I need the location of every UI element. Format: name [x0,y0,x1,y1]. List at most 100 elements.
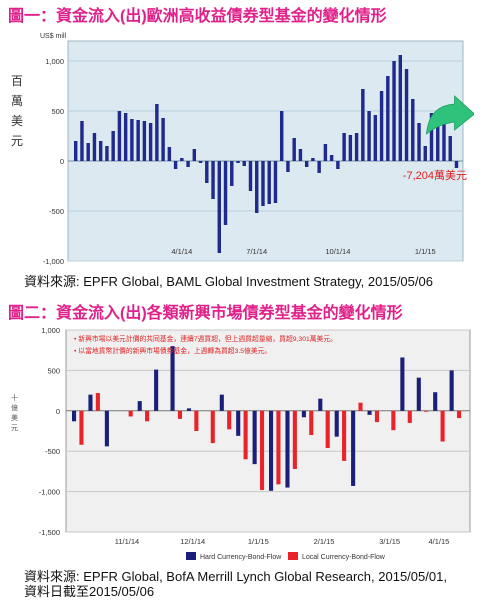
chart2-source: 資料來源: EPFR Global, BofA Merrill Lynch Gl… [24,569,447,599]
chart1-bar [448,136,452,161]
chart1-plot-area [67,40,464,262]
chart2-bar-local [243,410,248,460]
chart2-bar-local [210,410,215,444]
chart2-xtick-label: 3/1/15 [379,537,400,546]
chart1-ylabel-char: 萬 [11,94,23,108]
chart2-bar-local [440,410,445,442]
chart1-bar [255,161,259,213]
chart1-bar [142,121,147,161]
chart2-bar-hard [351,410,356,486]
chart2-ylabel-char: 元 [11,424,18,432]
chart2-bar-local [325,410,330,448]
chart1-bar [454,161,459,168]
chart2-bar-local [292,410,297,469]
chart1-bar [411,99,415,161]
chart2-legend-swatch-hard [186,552,196,560]
chart2-note: • 以當地貨幣計價的新興市場債券基金，上週轉為買超3.5億美元。 [74,346,271,355]
chart1-bar [148,123,153,161]
chart2-panel: -1,500 -1,000 -500 0 500 1,000 11/1/14 12/1/14 1… [8,322,474,568]
chart1-svg: -1,000 -500 0 500 1,000 4/1/14 7/1/14 10/1/14 1/… [11,33,476,266]
chart1-bar [230,161,234,186]
chart2-bar-local [95,393,100,411]
chart1-bar [336,161,340,169]
chart1-unit-label: US$ mill [40,33,67,40]
chart2-ytick-label: -1,500 [39,528,60,537]
chart1-xtick-label: 1/1/15 [415,247,436,256]
chart1-bar [111,131,115,161]
chart1-bar [86,143,90,161]
chart1-title-text: 資金流入(出)歐洲高收益債券型基金的變化情形 [56,8,387,25]
chart1-bar [423,146,427,161]
chart2-ylabel-char: 億 [11,403,18,412]
chart1-bar [211,161,215,199]
chart2-bar-local [276,410,281,485]
chart2-ytick-label: 500 [47,366,60,375]
chart1-bar [205,161,209,183]
chart2-xtick-label: 1/1/15 [248,537,269,546]
chart2-bar-hard [104,410,109,447]
chart2-bar-hard [170,346,175,411]
chart1-bar [323,144,328,161]
chart2-svg: -1,500 -1,000 -500 0 500 1,000 11/1/14 12/1/14 1… [11,326,471,561]
chart1-bar [155,104,159,161]
chart2-bar-local [177,410,182,419]
chart2-ytick-label: -500 [45,447,60,456]
chart1-bar [292,138,296,161]
chart2-bar-local [79,410,84,445]
chart2-legend-label-hard: Hard Currency-Bond-Flow [200,554,282,561]
chart2-bar-local [259,410,265,490]
chart1-bar [186,161,190,167]
chart2-bar-local [227,410,232,430]
chart2-xtick-label: 4/1/15 [428,537,449,546]
chart2-bar-local [424,410,429,412]
chart2-bar-hard [252,410,257,465]
chart1-bar [92,133,97,161]
chart2-bar-hard [416,377,421,411]
chart1-bar [198,161,203,163]
chart1-bar [311,158,315,161]
chart2-bar-hard [186,408,192,411]
chart2-bar-local [374,410,379,423]
chart2-legend-swatch-local [288,552,298,560]
chart2-bar-local [358,402,363,411]
chart2-bar-hard [137,401,142,411]
chart2-bar-hard [367,410,372,415]
chart2-xtick-label: 12/1/14 [180,537,205,546]
chart1-bar [173,161,178,169]
chart2-bar-hard [236,410,241,436]
chart1-bar [130,119,134,161]
chart1-bar [404,69,409,161]
chart2-bar-hard [301,410,306,418]
chart1-bar [236,161,240,163]
chart1-bar [105,146,109,161]
chart1-panel: -1,000 -500 0 500 1,000 4/1/14 7/1/14 10/1/14 1/… [8,23,476,266]
chart2-bar-hard [88,394,93,411]
chart2-bar-local [407,410,412,423]
chart2-xtick-label: 11/1/14 [115,537,139,546]
chart2-bar-hard [154,369,159,411]
chart2-xtick-label: 2/1/15 [314,537,335,546]
chart1-bar [80,121,84,161]
chart1-bar [286,161,290,172]
chart1-bar [392,61,396,161]
chart1-title-label: 圖一： [8,8,57,25]
chart2-bar-local [194,410,199,431]
chart1-bar [386,76,390,161]
chart1-bar [329,155,334,161]
chart1-ytick-label: 500 [51,107,64,116]
chart1-xtick-label: 4/1/14 [171,247,192,256]
chart1-ylabel-char: 百 [11,74,23,88]
chart1-bar [279,111,284,161]
chart2-bar-hard [269,410,274,491]
chart1-bar [348,135,353,161]
chart1-ytick-label: 0 [60,157,64,166]
chart1-bar [192,149,197,161]
chart2-source-line2: 資料日截至2015/05/06 [24,584,155,599]
chart1-bar [217,161,221,253]
chart2-bar-local [128,410,133,417]
chart2-title: 圖二：資金流入(出)各類新興市場債券型基金的變化情形 [8,299,403,323]
chart1-xtick-label: 7/1/14 [246,247,267,256]
chart1-bar [429,113,434,161]
chart1-bar [74,141,78,161]
chart1-bar [342,133,346,161]
